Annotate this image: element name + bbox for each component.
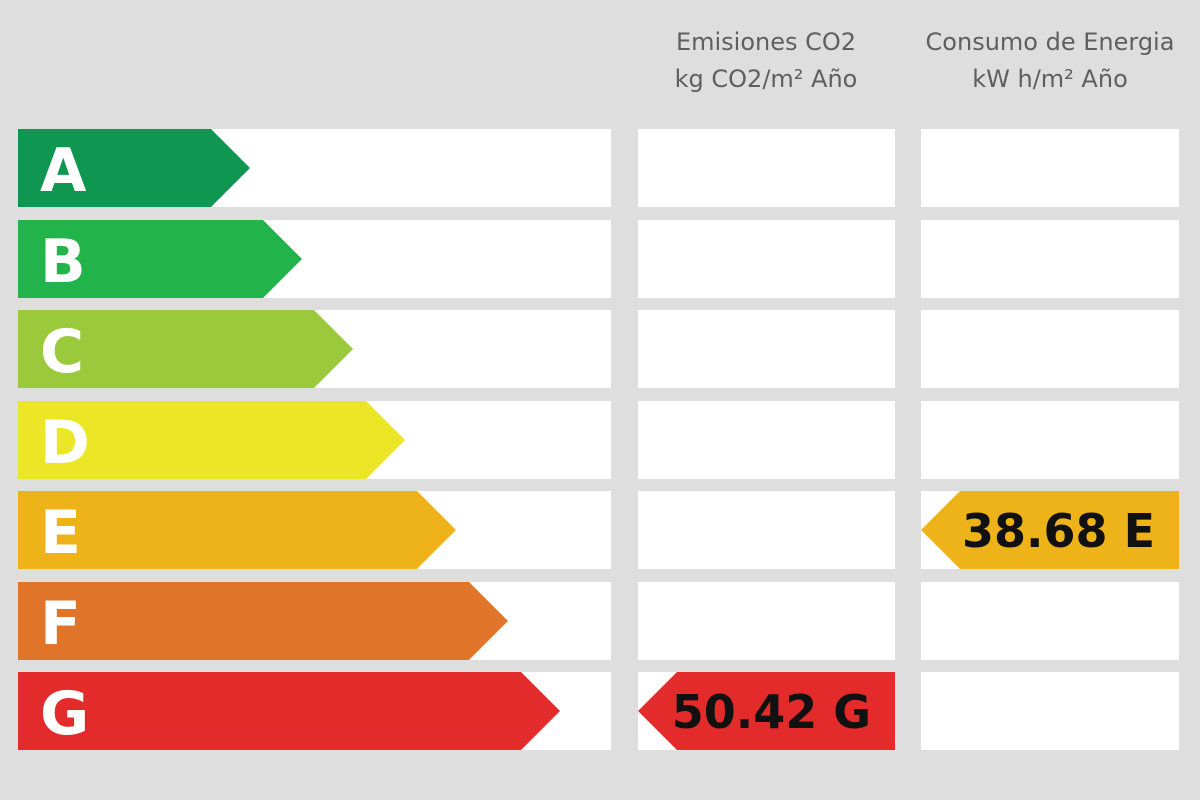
grade-letter: A (40, 136, 87, 206)
co2-header-unit: kg CO2/m² Año (674, 65, 858, 93)
energy-cell-d (921, 401, 1179, 479)
co2-cell-d (638, 401, 895, 479)
co2-rating-marker: 50.42 G (638, 672, 895, 750)
energy-cell-f (921, 582, 1179, 660)
grade-arrow-e: E (18, 491, 456, 569)
grade-letter: D (40, 408, 90, 478)
energy-header-unit: kW h/m² Año (972, 65, 1128, 93)
energy-column-header: Consumo de Energia kW h/m² Año (900, 24, 1200, 98)
energy-cell-g (921, 672, 1179, 750)
grade-arrow-f: F (18, 582, 508, 660)
grade-arrow-b: B (18, 220, 302, 298)
energy-rating-marker: 38.68 E (921, 491, 1179, 569)
grade-arrow-a: A (18, 129, 250, 207)
co2-cell-a (638, 129, 895, 207)
energy-rating-value: 38.68 E (962, 504, 1155, 558)
co2-cell-f (638, 582, 895, 660)
co2-cell-b (638, 220, 895, 298)
co2-rating-value: 50.42 G (671, 685, 871, 739)
grade-letter: C (40, 317, 85, 387)
co2-header-title: Emisiones CO2 (675, 28, 857, 56)
co2-column-header: Emisiones CO2 kg CO2/m² Año (616, 24, 916, 98)
grade-arrow-c: C (18, 310, 353, 388)
energy-cell-c (921, 310, 1179, 388)
energy-header-title: Consumo de Energia (925, 28, 1175, 56)
grade-arrow-g: G (18, 672, 560, 750)
grade-arrow-d: D (18, 401, 405, 479)
grade-letter: G (40, 679, 90, 749)
co2-cell-e (638, 491, 895, 569)
energy-cell-b (921, 220, 1179, 298)
co2-cell-c (638, 310, 895, 388)
grade-letter: F (40, 589, 81, 659)
energy-cell-a (921, 129, 1179, 207)
grade-letter: E (40, 498, 81, 568)
grade-letter: B (40, 227, 86, 297)
